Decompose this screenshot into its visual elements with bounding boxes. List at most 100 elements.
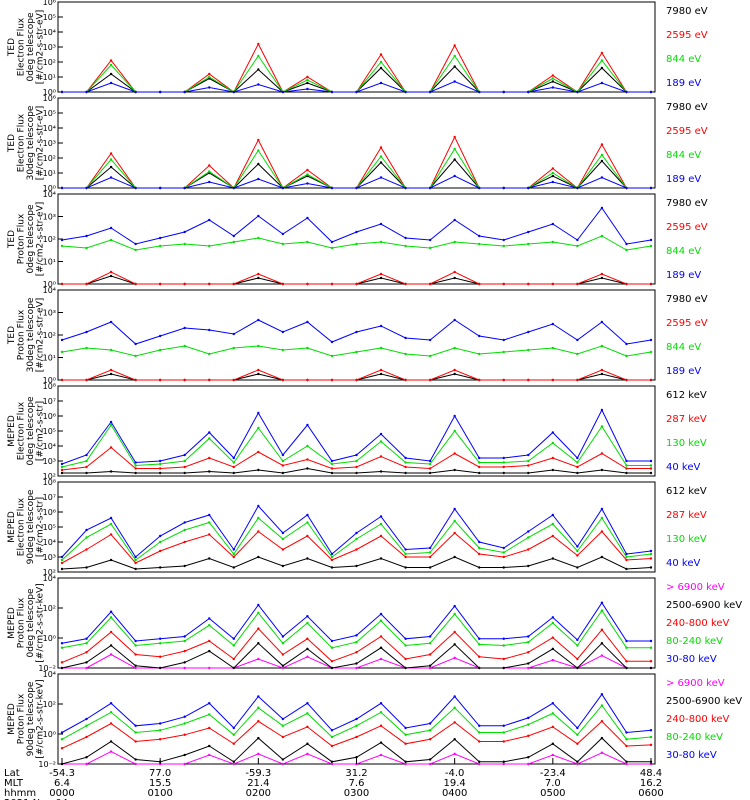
data-point [306,615,309,618]
data-point [600,276,604,280]
data-point [428,459,432,463]
y-tick-label: 10⁶ [43,508,56,517]
data-point [478,760,481,763]
panel-frame [57,289,656,381]
data-point [625,738,628,741]
series-line-1 [61,556,652,570]
data-point [330,566,334,569]
data-point [330,90,334,94]
data-point [60,465,64,469]
data-point [134,567,137,571]
data-point [208,702,211,705]
data-point [527,716,530,720]
data-point [428,551,432,554]
data-point [649,735,653,739]
panel-frame [57,1,656,93]
data-point [208,521,211,524]
data-point [453,372,456,376]
data-point [306,725,309,729]
data-point [158,722,162,725]
data-point [330,666,334,670]
data-point [330,660,334,663]
data-point [625,459,628,463]
data-point [330,729,334,732]
data-point [600,452,604,455]
data-point [453,721,456,724]
data-point [404,762,407,766]
data-point [183,635,186,638]
legend-entry: 2595 eV [666,222,708,233]
data-point [183,378,186,382]
series-line-2 [61,530,652,564]
y-tick-label: 10⁶ [43,94,56,103]
data-point [428,462,432,466]
data-point [355,186,358,190]
data-point [625,90,628,94]
data-point [306,173,309,176]
data-point [379,272,383,276]
panel-2: 10⁰ 10¹ 10² 10³ 10⁴ 10⁵ 10⁶ TEDElectron Flux30d… [7,94,708,193]
data-point [85,651,88,654]
data-point [404,456,407,460]
data-point [551,468,555,472]
y-tick-label: 10⁸ [43,382,56,391]
data-point [85,536,88,539]
data-point [85,471,88,475]
data-point [85,459,88,463]
data-point [330,646,334,649]
data-point [453,135,456,139]
data-point [478,456,481,460]
data-point [453,612,456,616]
data-point [257,450,260,454]
data-point [85,642,88,645]
data-point [551,636,555,639]
data-point [134,758,137,761]
data-point [85,90,88,94]
data-point [355,242,358,246]
data-point [502,471,505,475]
data-point [453,507,456,511]
data-point [527,471,530,475]
data-point [551,658,555,662]
data-point [576,554,579,557]
panel-3: 10⁰ 10¹ 10² 10³ 10⁴ TEDProton Flux0deg telesc… [7,190,708,289]
data-point [109,653,113,656]
data-point [551,647,555,651]
legend-entry: 2595 eV [666,126,708,137]
y-tick-label: 10² [43,568,56,577]
data-point [649,660,653,663]
data-point [551,621,555,625]
data-point [109,274,113,278]
data-point [134,639,137,643]
data-point [257,214,260,218]
legend-entry: 40 keV [666,462,700,473]
panel-frame [57,481,656,573]
data-point [576,456,579,460]
data-point [158,471,162,475]
data-point [158,642,162,645]
data-point [109,63,113,67]
data-point [306,87,309,91]
data-point [306,647,309,651]
data-point [306,378,309,382]
data-point [649,552,653,556]
data-point [232,90,235,94]
data-point [576,733,579,736]
data-point [330,378,334,382]
y-tick-label: 10⁴ [43,286,56,295]
data-point [85,378,88,382]
data-point [257,411,260,415]
data-point [379,176,383,179]
data-point [502,657,505,661]
data-point [281,564,285,568]
data-point [281,537,285,541]
data-point [281,724,285,727]
data-point [404,471,407,475]
data-point [306,458,309,461]
data-point [527,464,530,467]
data-point [208,639,211,643]
data-point [576,762,579,766]
data-point [134,354,137,358]
data-point [60,186,64,190]
data-point [404,733,407,736]
